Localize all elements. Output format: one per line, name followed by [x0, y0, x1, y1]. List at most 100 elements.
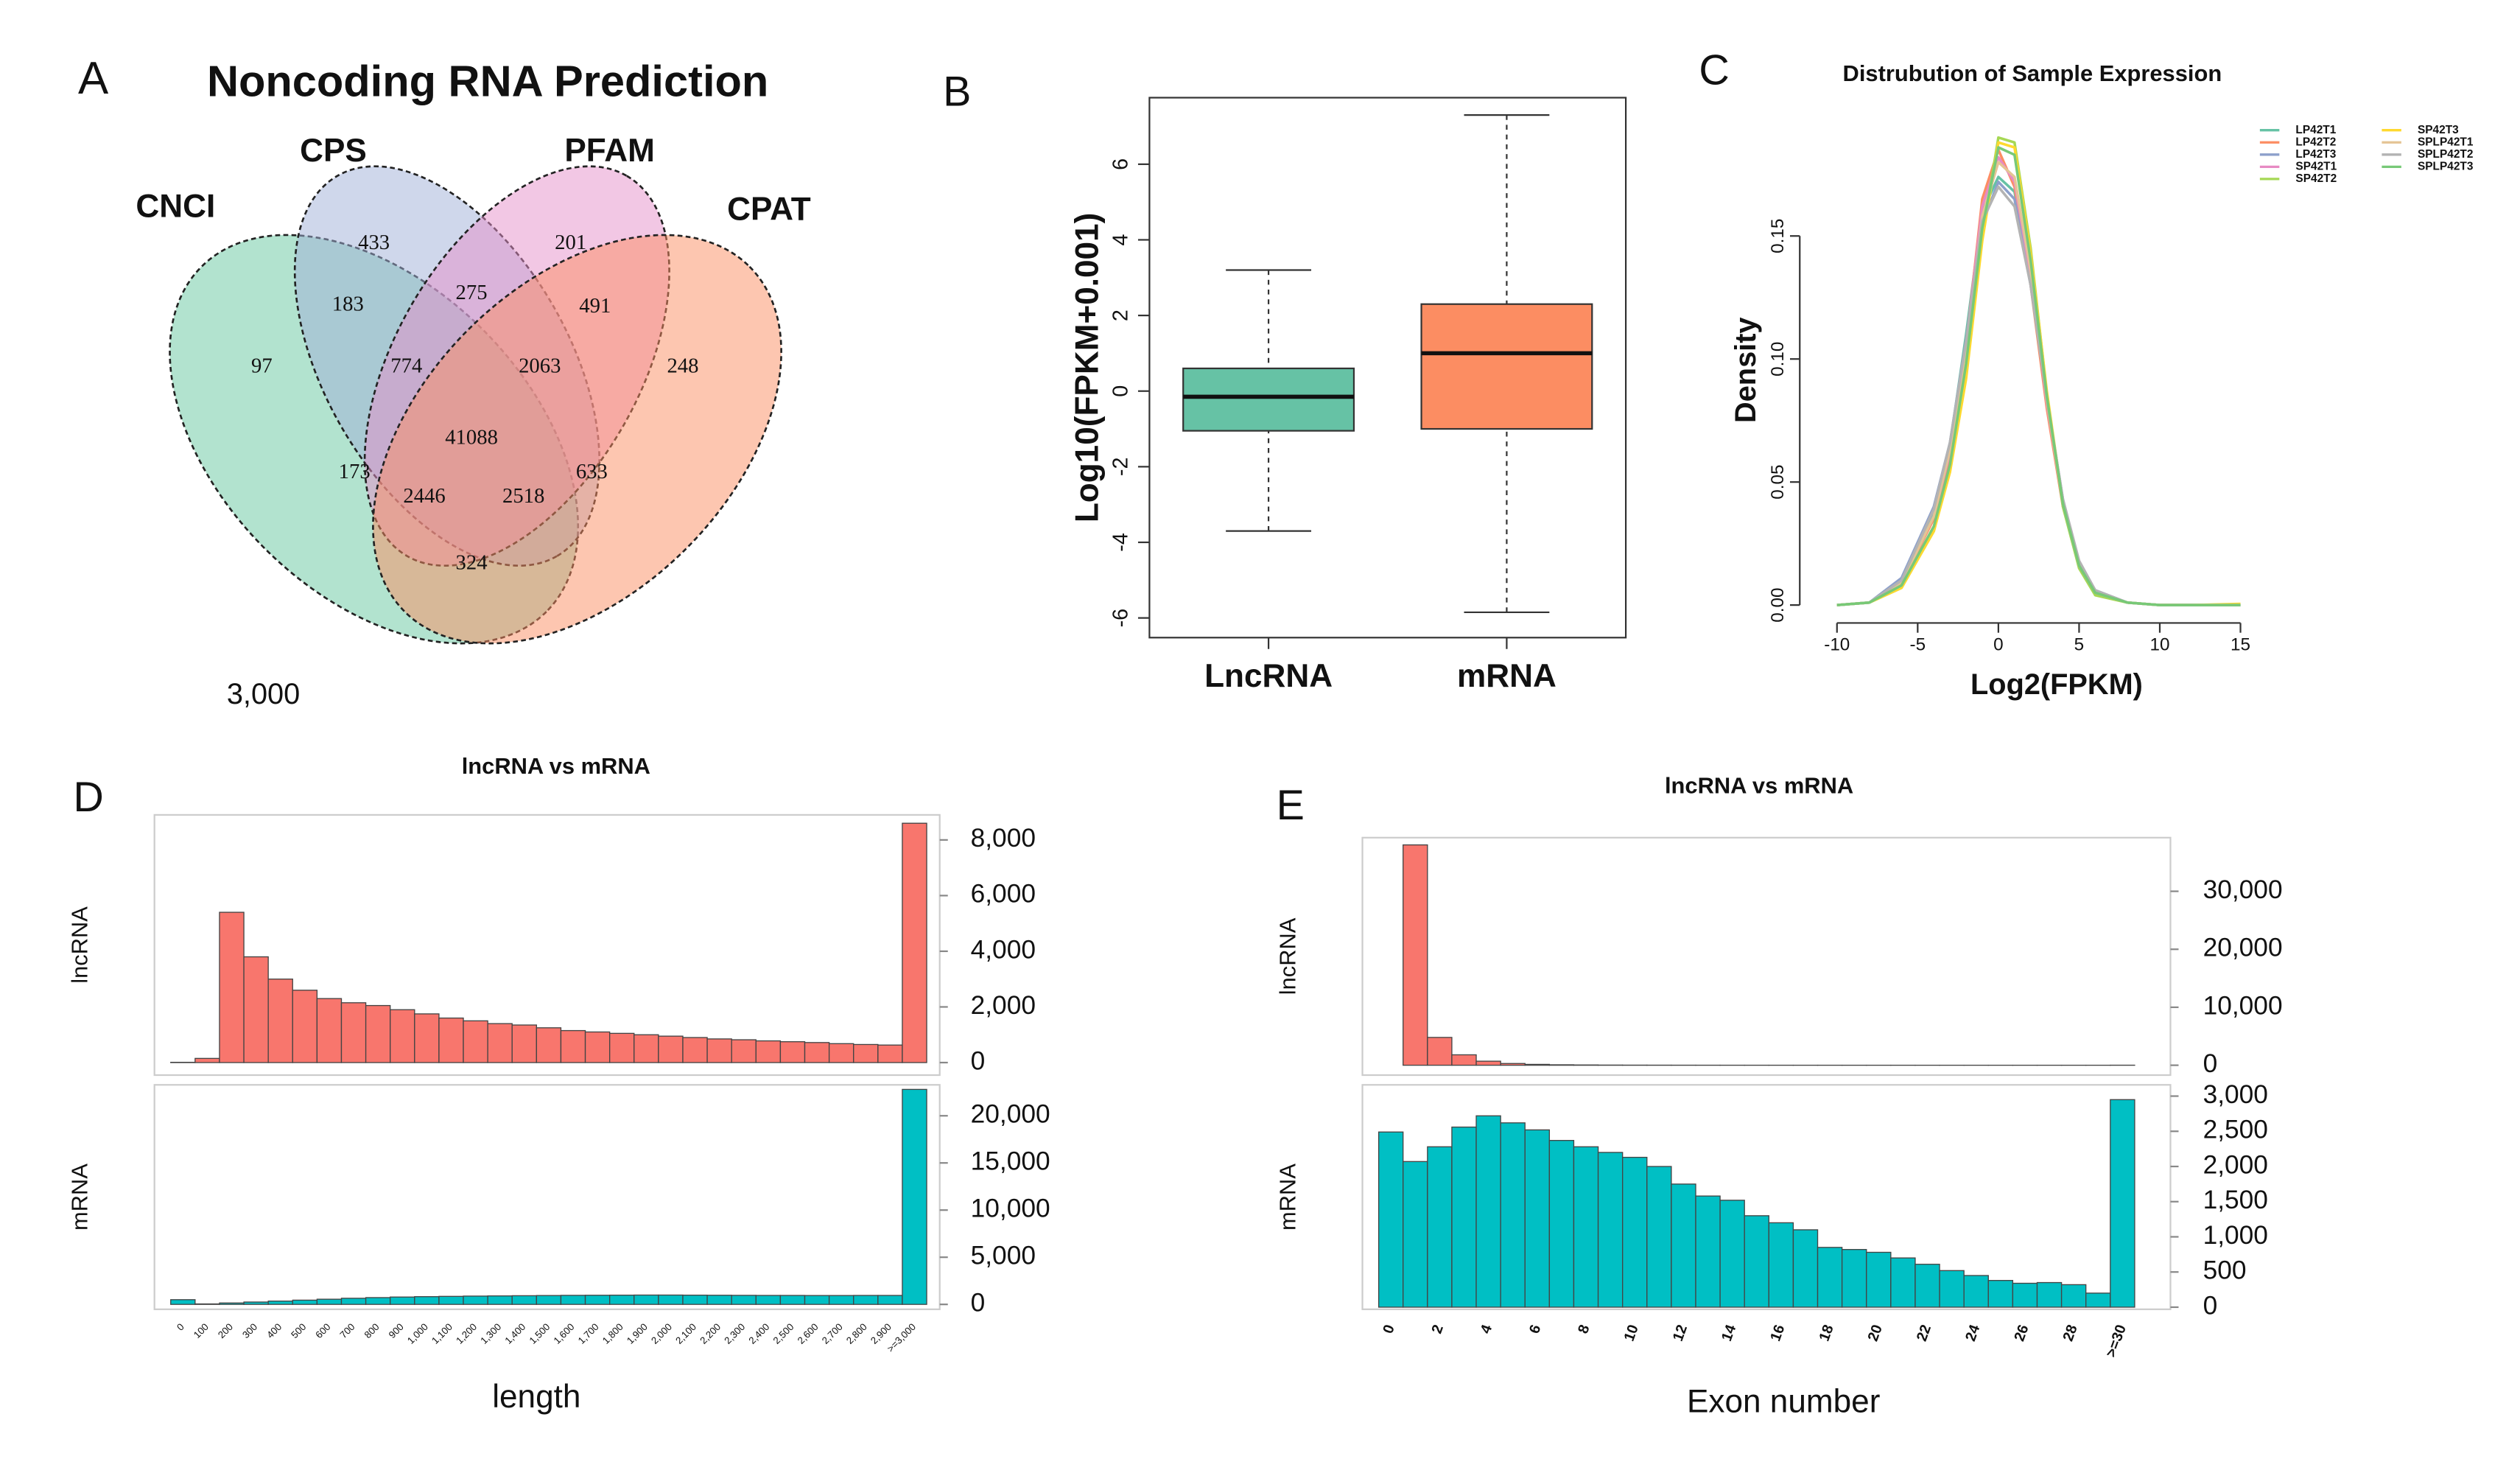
facet-frame: [1361, 836, 2172, 1077]
x-tick-label: 20: [1865, 1323, 1886, 1343]
x-tick-label: 6: [1526, 1323, 1544, 1336]
bar: [877, 1295, 903, 1305]
density-line: [1836, 146, 2241, 606]
bar: [633, 1294, 659, 1305]
legend-label: SPLP42T3: [2418, 160, 2474, 172]
y-tick-label: 0: [1109, 385, 1132, 397]
bar: [170, 1299, 196, 1305]
bar: [365, 1004, 391, 1063]
y-tick-label: 4,000: [971, 935, 1036, 964]
x-tick-label: 2,200: [698, 1321, 723, 1346]
x-tick-label: 8: [1575, 1323, 1593, 1336]
x-tick-label: 16: [1767, 1323, 1788, 1343]
bar: [438, 1295, 464, 1305]
x-tick-label: mRNA: [1457, 658, 1556, 694]
bar: [536, 1027, 562, 1063]
chart-title: Noncoding RNA Prediction: [207, 57, 768, 106]
panel-label: B: [943, 68, 971, 115]
y-tick-label: 0: [2203, 1291, 2218, 1320]
bar: [340, 1298, 367, 1305]
x-tick-label: 200: [216, 1321, 235, 1340]
bar: [316, 1298, 343, 1305]
panel-label: E: [1277, 782, 1305, 829]
bar: [2060, 1284, 2087, 1308]
box: [1182, 367, 1355, 432]
bar: [219, 912, 245, 1063]
bar: [560, 1295, 586, 1305]
y-tick-label: 10,000: [2203, 991, 2283, 1020]
set-label: CPAT: [727, 192, 811, 228]
bar: [828, 1043, 854, 1063]
facet-label: mRNA: [1274, 1164, 1300, 1231]
bar: [463, 1020, 488, 1063]
x-tick-label: 2,800: [844, 1321, 869, 1346]
bar: [438, 1017, 464, 1063]
bar: [877, 1044, 903, 1063]
x-tick-label: 100: [192, 1321, 211, 1340]
set-ellipse: [372, 234, 782, 645]
x-tick-label: -5: [1910, 635, 1926, 655]
x-tick-label: 1,100: [429, 1321, 454, 1346]
y-tick-label: 20,000: [971, 1100, 1050, 1129]
y-tick-label: 2: [1109, 309, 1132, 321]
bar: [731, 1295, 757, 1305]
bar: [902, 822, 927, 1063]
bar: [219, 1302, 245, 1305]
bar: [2036, 1281, 2063, 1308]
x-tick-label: 1,900: [625, 1321, 650, 1346]
bar: [1987, 1280, 2014, 1308]
bar: [706, 1038, 732, 1063]
bar: [1866, 1251, 1892, 1308]
bar: [2110, 1099, 2135, 1308]
bar: [1403, 1161, 1428, 1308]
x-tick-label: 1,600: [552, 1321, 577, 1346]
y-tick-label: 2,500: [2203, 1116, 2268, 1144]
x-tick-label: 0: [1380, 1323, 1397, 1336]
bar: [828, 1295, 854, 1305]
x-tick-label: 2,700: [820, 1321, 845, 1346]
annotation: 3,000: [227, 678, 300, 710]
x-tick-label: 2,400: [746, 1321, 771, 1346]
bar: [1622, 1156, 1648, 1308]
bar: [560, 1029, 586, 1063]
bar: [1403, 844, 1428, 1066]
bar: [804, 1295, 830, 1305]
facet-frame: [153, 1084, 941, 1310]
x-tick-label: 1,300: [478, 1321, 503, 1346]
legend-label: LP42T2: [2295, 136, 2336, 148]
x-tick-label: 26: [2011, 1323, 2032, 1343]
x-tick-label: 28: [2060, 1323, 2081, 1343]
y-tick-label: 500: [2203, 1256, 2247, 1285]
facet-label: lncRNA: [1274, 917, 1300, 995]
bar: [853, 1295, 879, 1305]
x-tick-label: 1,700: [576, 1321, 601, 1346]
x-tick-label: 0: [175, 1321, 186, 1333]
bar: [511, 1024, 538, 1063]
x-tick-label: 14: [1719, 1323, 1739, 1343]
bar: [608, 1032, 635, 1063]
bar: [584, 1295, 611, 1305]
bar: [1377, 1131, 1404, 1308]
bar: [1500, 1122, 1526, 1308]
y-tick-label: 5,000: [971, 1242, 1036, 1270]
legend-label: LP42T3: [2295, 148, 2336, 161]
x-tick-label: LncRNA: [1204, 658, 1333, 694]
region-count: 41088: [445, 426, 498, 449]
x-tick-label: 18: [1816, 1323, 1836, 1343]
bar: [463, 1295, 488, 1305]
bar: [243, 956, 269, 1063]
x-tick-label: 5: [2074, 635, 2085, 655]
y-tick-label: -4: [1109, 533, 1132, 552]
y-tick-label: 30,000: [2203, 875, 2283, 904]
bar: [1963, 1275, 1989, 1308]
x-tick-label: 500: [289, 1321, 308, 1340]
bar: [1573, 1146, 1599, 1308]
x-axis-title: Exon number: [1687, 1383, 1880, 1419]
bar: [267, 1301, 293, 1305]
bar: [731, 1039, 757, 1063]
region-count: 633: [576, 460, 608, 483]
bar: [658, 1035, 684, 1063]
bar: [1427, 1146, 1453, 1308]
x-axis-title: length: [492, 1379, 580, 1415]
bar: [414, 1013, 440, 1063]
